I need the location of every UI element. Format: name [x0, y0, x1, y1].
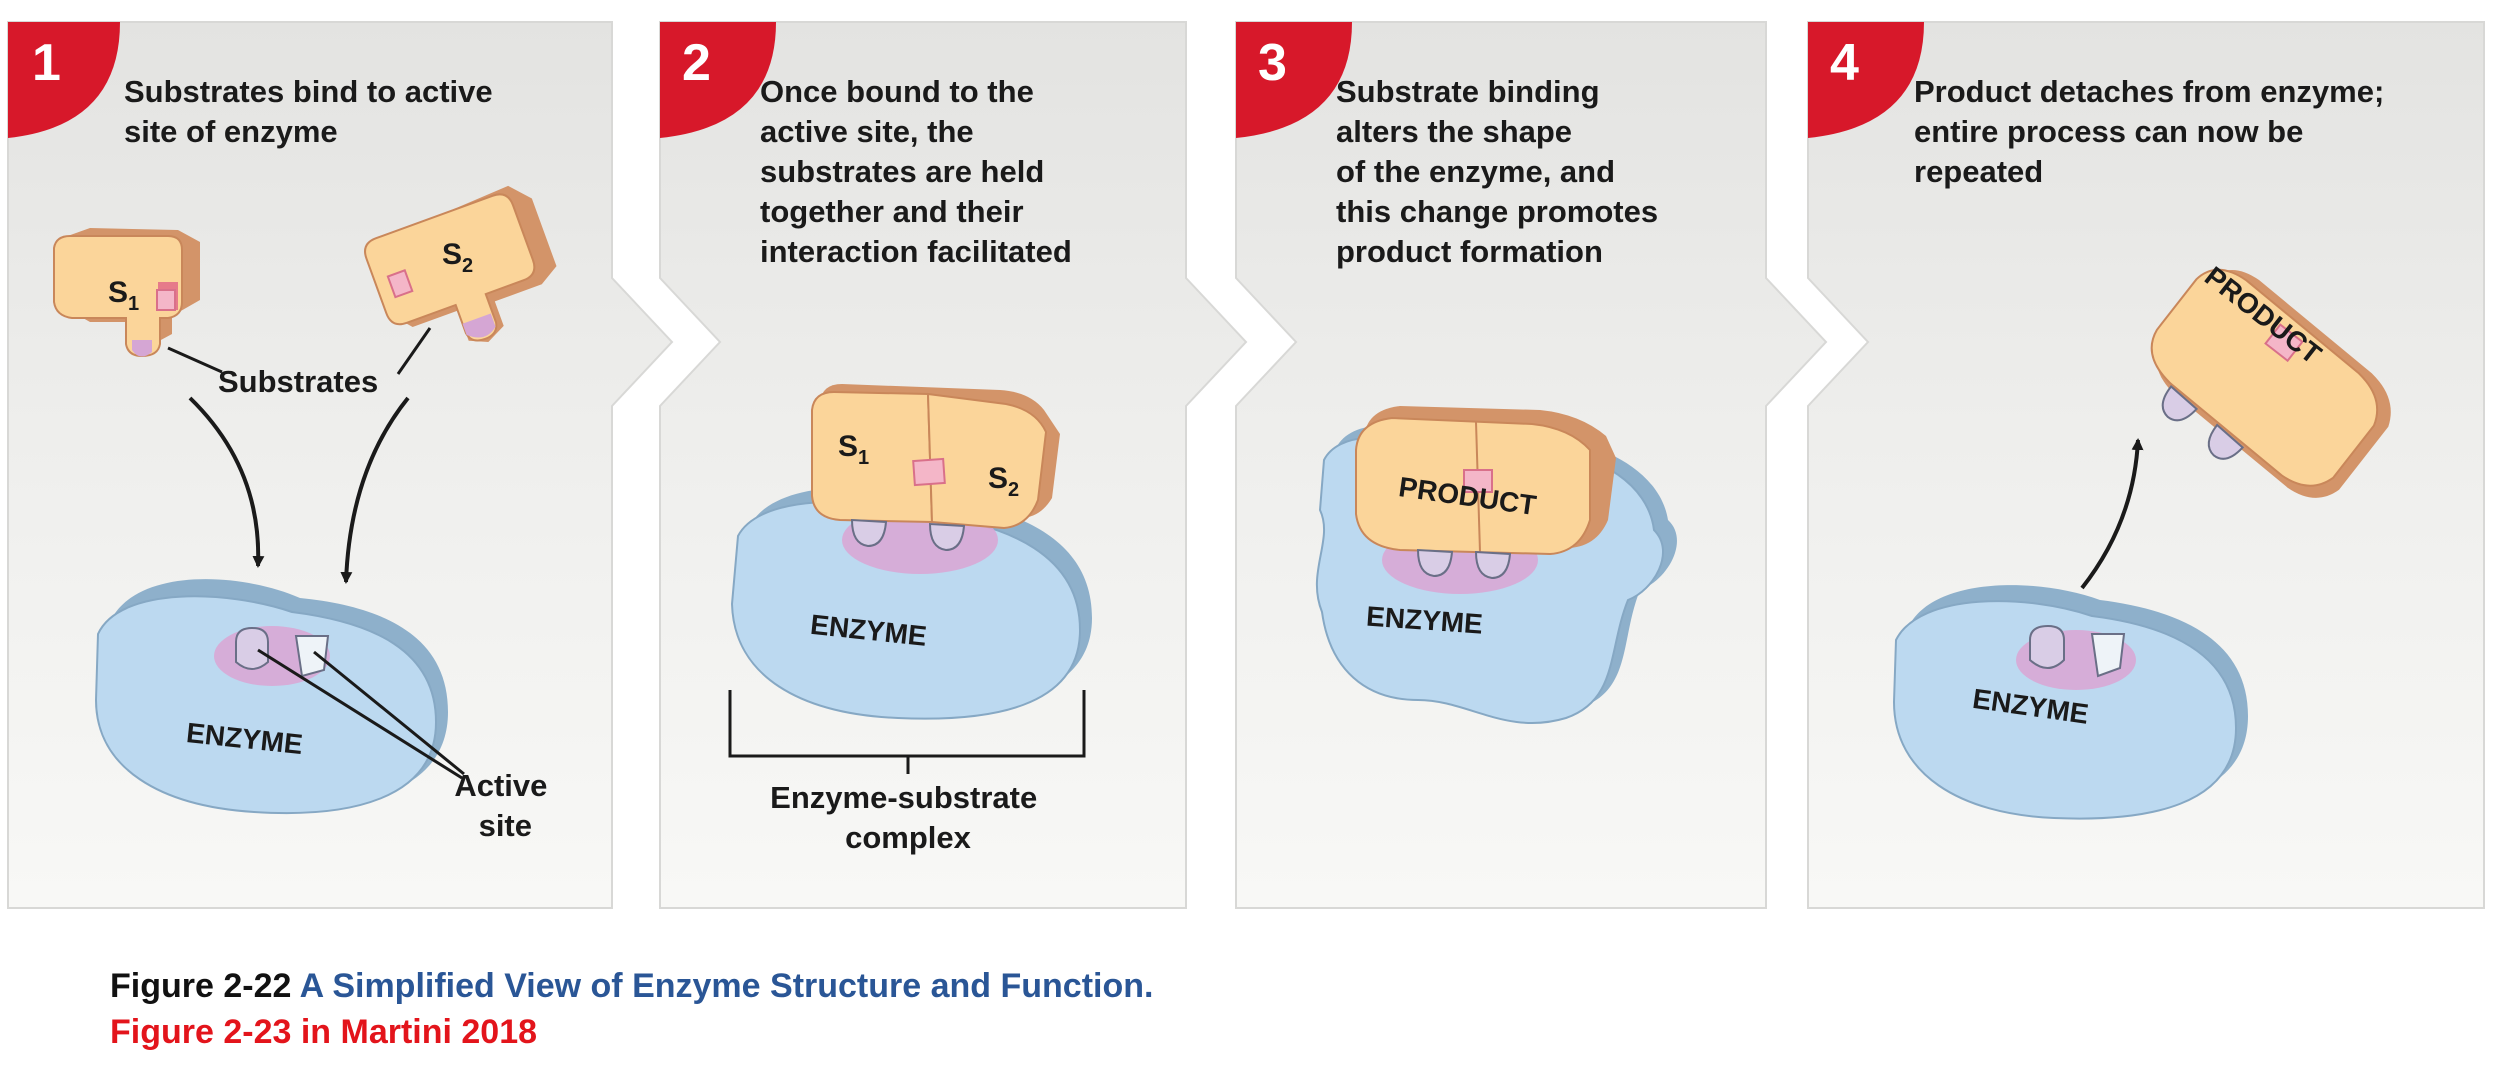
svg-text:S2: S2	[442, 238, 473, 277]
s1-bound-subscript: 1	[858, 447, 869, 469]
step-4-description: Product detaches from enzyme; entire pro…	[1914, 74, 2393, 189]
step-4-badge	[1808, 22, 1924, 138]
enzyme-2: ENZYME	[730, 487, 1092, 720]
s2-bound-subscript: 2	[1008, 479, 1019, 501]
figure-title: A Simplified View of Enzyme Structure an…	[299, 967, 1154, 1005]
step-1-panel: 1 Substrates bind to active site of enzy…	[7, 21, 674, 909]
step-2-panel: 2 Once bound to the active site, the sub…	[659, 21, 1248, 909]
active-site-label: Active site	[454, 768, 556, 843]
step-3-description: Substrate binding alters the shape of th…	[1336, 74, 1667, 269]
s1-label: S	[108, 276, 128, 309]
substrates-leader-left	[167, 346, 223, 374]
complex-label: Enzyme-substrate complex	[770, 780, 1046, 855]
arrow-s1-to-enzyme	[188, 396, 265, 568]
enzyme-1: ENZYME	[94, 579, 448, 815]
substrates-leader-right	[396, 327, 432, 375]
step-1-description: Substrates bind to active site of enzyme	[124, 74, 501, 149]
substrate-s1: S1	[53, 228, 200, 358]
s2-label: S	[442, 238, 462, 271]
figure-caption: Figure 2-22 A Simplified View of Enzyme …	[110, 966, 1153, 1006]
step-3-badge	[1236, 22, 1352, 138]
enzyme-4: ENZYME	[1892, 585, 2248, 820]
figure-number: Figure 2-22	[110, 967, 292, 1005]
complex-bracket	[728, 690, 1086, 774]
step-2-badge	[660, 22, 776, 138]
figure-note: Figure 2-23 in Martini 2018	[110, 1013, 538, 1051]
active-site-leader-1	[257, 648, 463, 780]
step-3-panel: 3 Substrate binding alters the shape of …	[1235, 21, 1828, 909]
s1-bound-label: S	[838, 430, 858, 463]
svg-text:S2: S2	[988, 462, 1019, 501]
active-site-leader-2	[313, 650, 465, 776]
svg-text:S1: S1	[838, 430, 869, 469]
arrow-s2-to-enzyme	[340, 396, 410, 584]
step-2-description: Once bound to the active site, the subst…	[760, 74, 1072, 269]
step-1-number: 1	[32, 34, 61, 92]
product-on-enzyme: PRODUCT	[1355, 406, 1616, 580]
substrate-s2	[364, 185, 557, 343]
released-product	[2150, 268, 2391, 498]
step-4-number: 4	[1830, 34, 1859, 92]
step-3-number: 3	[1258, 34, 1287, 92]
s1-subscript: 1	[128, 293, 139, 315]
substrates-label: Substrates	[218, 364, 378, 399]
step-2-number: 2	[682, 34, 711, 92]
step-1-badge	[8, 22, 120, 138]
bound-substrates: S1 S2	[811, 384, 1060, 552]
s2-subscript: 2	[462, 255, 473, 277]
svg-text:S1: S1	[108, 276, 139, 315]
arrow-product-release	[2080, 438, 2144, 590]
step-4-panel: 4 Product detaches from enzyme; entire p…	[1807, 21, 2485, 909]
s2-bound-label: S	[988, 462, 1008, 495]
